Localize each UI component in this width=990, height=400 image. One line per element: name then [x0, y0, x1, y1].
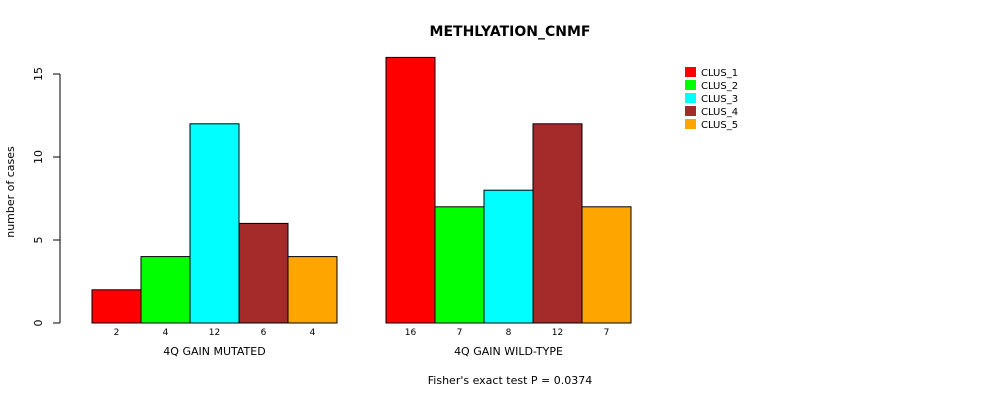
legend-swatch: [685, 93, 696, 103]
bar-count-label: 2: [114, 328, 120, 338]
y-tick-label: 15: [32, 67, 45, 81]
y-axis: 0 5 10 15: [32, 67, 61, 327]
bar-clus-3: [483, 189, 534, 324]
legend-label: CLUS_3: [701, 94, 738, 105]
legend: CLUS_1 CLUS_2 CLUS_3 CLUS_4 CLUS_5: [685, 67, 738, 131]
fisher-test-footnote: Fisher's exact test P = 0.0374: [428, 374, 592, 387]
bar-count-label: 12: [209, 328, 220, 338]
bar-clus-5: [581, 206, 632, 324]
bar-group: 16 7 8 12 7 4Q GAIN WILD-TYPE: [385, 56, 632, 358]
y-tick-label: 10: [32, 150, 45, 164]
bar-count-label: 4: [163, 328, 169, 338]
legend-label: CLUS_2: [701, 81, 738, 92]
bar-clus-2: [140, 256, 191, 324]
bar-clus-1: [91, 289, 142, 324]
legend-label: CLUS_1: [701, 68, 738, 79]
bar-count-label: 4: [310, 328, 316, 338]
bar-clus-1: [385, 56, 436, 324]
bar-count-label: 16: [405, 328, 417, 338]
bar-count-label: 7: [457, 328, 463, 338]
y-tick-label: 5: [32, 237, 45, 244]
y-tick-label: 0: [32, 320, 45, 327]
bar-clus-4: [238, 222, 289, 324]
bar-count-label: 12: [552, 328, 563, 338]
y-axis-label: number of cases: [4, 146, 17, 238]
bar-clus-4: [532, 123, 583, 324]
bar-count-label: 6: [261, 328, 267, 338]
bar-clus-2: [434, 206, 485, 324]
legend-label: CLUS_4: [701, 107, 738, 118]
group-label: 4Q GAIN MUTATED: [163, 345, 265, 358]
legend-swatch: [685, 106, 696, 116]
bar-groups: 2 4 12 6 4 4Q GAIN MUTATED 16 7 8 12 7 4Q GAIN WILD…: [91, 56, 632, 358]
legend-swatch: [685, 80, 696, 90]
legend-label: CLUS_5: [701, 120, 738, 131]
bar-group: 2 4 12 6 4 4Q GAIN MUTATED: [91, 123, 338, 358]
bar-count-label: 7: [604, 328, 610, 338]
legend-swatch: [685, 119, 696, 129]
bar-count-label: 8: [506, 328, 512, 338]
bar-clus-3: [189, 123, 240, 324]
bar-clus-5: [287, 256, 338, 324]
legend-swatch: [685, 67, 696, 77]
group-label: 4Q GAIN WILD-TYPE: [454, 345, 563, 358]
chart-title: METHLYATION_CNMF: [430, 24, 591, 40]
